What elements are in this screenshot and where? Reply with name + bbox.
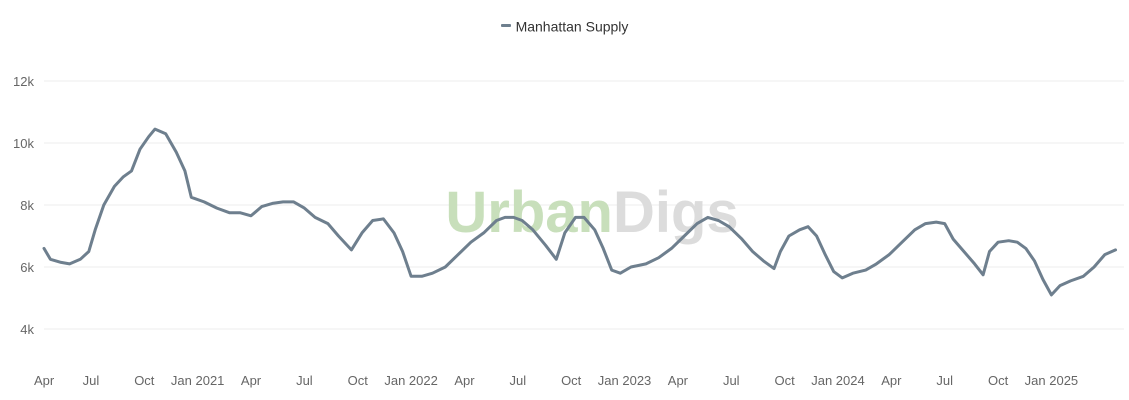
- watermark-text: UrbanDigs: [445, 180, 738, 245]
- legend-label: Manhattan Supply: [515, 18, 629, 35]
- x-tick-label: Apr: [881, 373, 902, 388]
- x-tick-label: Jul: [936, 373, 953, 388]
- x-tick-label: Apr: [241, 373, 262, 388]
- y-tick-label: 12k: [13, 74, 34, 89]
- y-tick-label: 6k: [20, 260, 34, 275]
- x-tick-label: Apr: [668, 373, 689, 388]
- x-tick-label: Oct: [775, 373, 796, 388]
- x-tick-label: Oct: [134, 373, 155, 388]
- y-axis-ticks: 4k 6k 8k 10k 12k: [13, 74, 34, 337]
- x-tick-label: Jan 2025: [1025, 373, 1079, 388]
- watermark-part-1: Urban: [445, 180, 613, 245]
- x-tick-label: Jul: [296, 373, 313, 388]
- y-tick-label: 4k: [20, 322, 34, 337]
- x-tick-label: Jul: [510, 373, 527, 388]
- grid-layer: [44, 80, 1124, 330]
- x-tick-label: Apr: [454, 373, 475, 388]
- x-tick-label: Jan 2024: [811, 373, 865, 388]
- watermark-part-2: Digs: [613, 180, 739, 245]
- y-tick-label: 8k: [20, 198, 34, 213]
- x-axis-ticks: Apr Jul Oct Jan 2021 Apr Jul Oct Jan 2022 Apr Jul…: [34, 373, 1078, 388]
- x-tick-label: Jul: [83, 373, 100, 388]
- x-tick-label: Oct: [561, 373, 582, 388]
- x-tick-label: Oct: [988, 373, 1009, 388]
- x-tick-label: Jan 2022: [384, 373, 438, 388]
- legend-swatch: [500, 23, 511, 27]
- x-tick-label: Oct: [348, 373, 369, 388]
- x-tick-label: Apr: [34, 373, 55, 388]
- series-line-manhattan-supply[interactable]: [42, 127, 1117, 297]
- watermark: UrbanDigs: [445, 180, 738, 245]
- x-tick-label: Jan 2023: [598, 373, 652, 388]
- x-tick-label: Jul: [723, 373, 740, 388]
- series-layer: [42, 127, 1117, 297]
- x-tick-label: Jan 2021: [171, 373, 225, 388]
- y-tick-label: 10k: [13, 136, 34, 151]
- legend[interactable]: Manhattan Supply: [0, 17, 1129, 34]
